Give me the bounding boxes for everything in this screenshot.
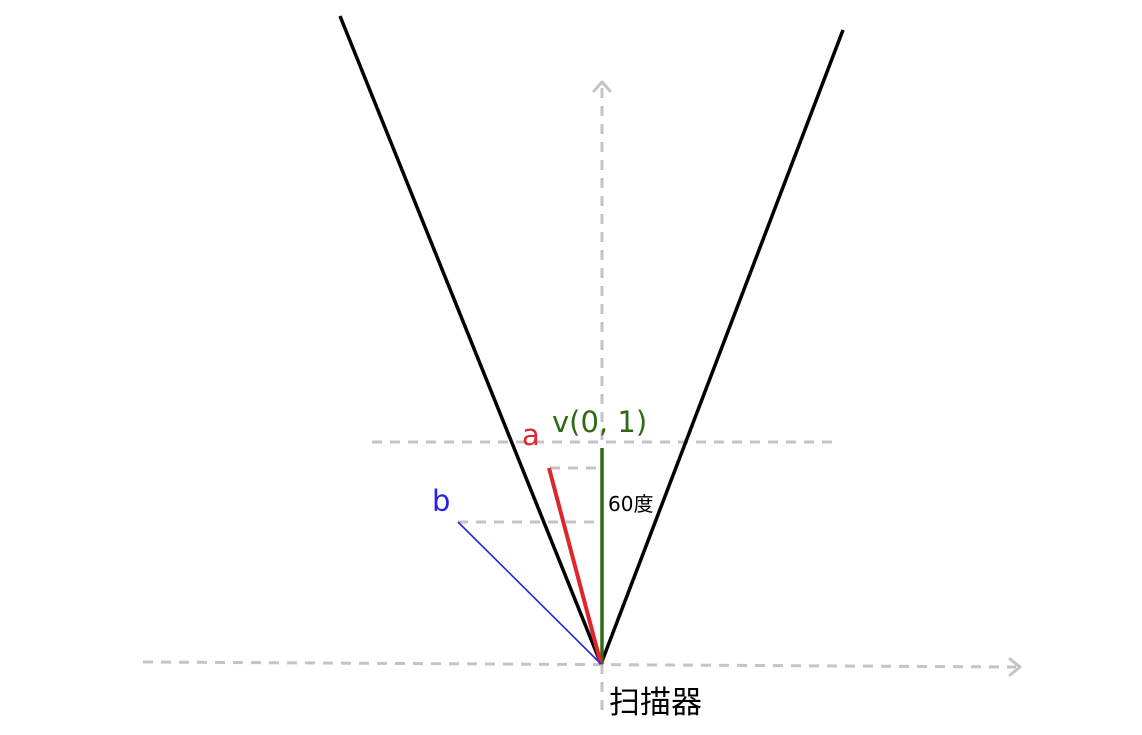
cone-right-boundary [599, 29, 845, 665]
vector-b-label: b [432, 484, 451, 518]
cone-left-boundary [338, 15, 603, 665]
y-axis-arrow-icon [592, 80, 612, 93]
vector-a [547, 467, 603, 665]
vector-b [457, 521, 602, 665]
vector-a-label: a [522, 418, 540, 452]
vector-v-label: v(0, 1) [552, 405, 648, 439]
angle-label: 60度 [608, 492, 654, 516]
x-axis-arrow-icon [1008, 657, 1022, 677]
scanner-label: 扫描器 [609, 685, 702, 721]
x-axis [142, 660, 1017, 669]
